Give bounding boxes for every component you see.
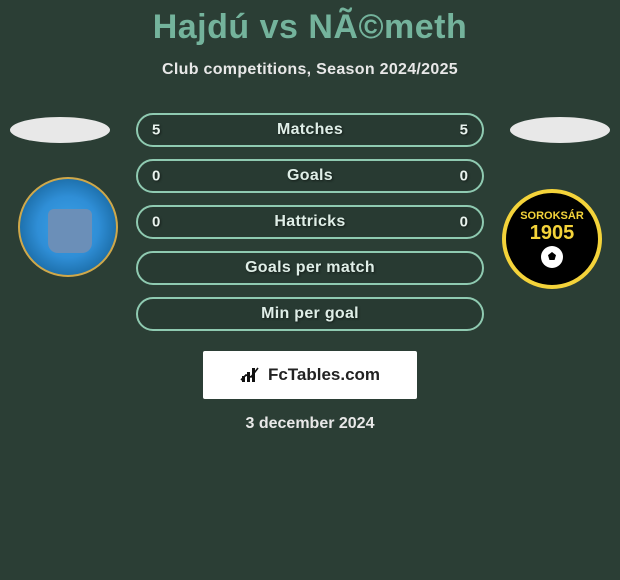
comparison-layout: SOROKSÁR 1905 5 Matches 5 0 Goals 0 0 Ha… [0, 103, 620, 443]
date-text: 3 december 2024 [0, 415, 620, 433]
stat-right-value: 5 [460, 122, 468, 139]
right-shadow-ellipse [510, 117, 610, 143]
stat-left-value: 0 [152, 214, 160, 231]
stat-label: Min per goal [261, 305, 359, 323]
stat-bar-goals: 0 Goals 0 [136, 159, 484, 193]
right-crest-inner: SOROKSÁR 1905 [520, 210, 584, 268]
stat-bar-gpm: Goals per match [136, 251, 484, 285]
bar-chart-icon [240, 366, 262, 384]
page-title: Hajdú vs NÃ©meth [0, 0, 620, 47]
left-shadow-ellipse [10, 117, 110, 143]
brand-badge: FcTables.com [203, 351, 417, 399]
right-crest-toptext: SOROKSÁR [520, 210, 584, 222]
stat-left-value: 5 [152, 122, 160, 139]
stat-bar-matches: 5 Matches 5 [136, 113, 484, 147]
stat-left-value: 0 [152, 168, 160, 185]
stat-right-value: 0 [460, 214, 468, 231]
stat-label: Goals per match [245, 259, 375, 277]
stat-label: Goals [287, 167, 333, 185]
stat-bar-mpg: Min per goal [136, 297, 484, 331]
stat-label: Hattricks [274, 213, 345, 231]
stat-right-value: 0 [460, 168, 468, 185]
subtitle: Club competitions, Season 2024/2025 [0, 61, 620, 79]
stat-bar-hattricks: 0 Hattricks 0 [136, 205, 484, 239]
right-team-crest: SOROKSÁR 1905 [502, 189, 602, 289]
stat-bars: 5 Matches 5 0 Goals 0 0 Hattricks 0 Goal… [136, 113, 484, 343]
right-crest-year: 1905 [520, 222, 584, 244]
brand-text: FcTables.com [268, 365, 380, 385]
stat-label: Matches [277, 121, 343, 139]
soccer-ball-icon [541, 246, 563, 268]
left-team-crest [18, 177, 118, 277]
